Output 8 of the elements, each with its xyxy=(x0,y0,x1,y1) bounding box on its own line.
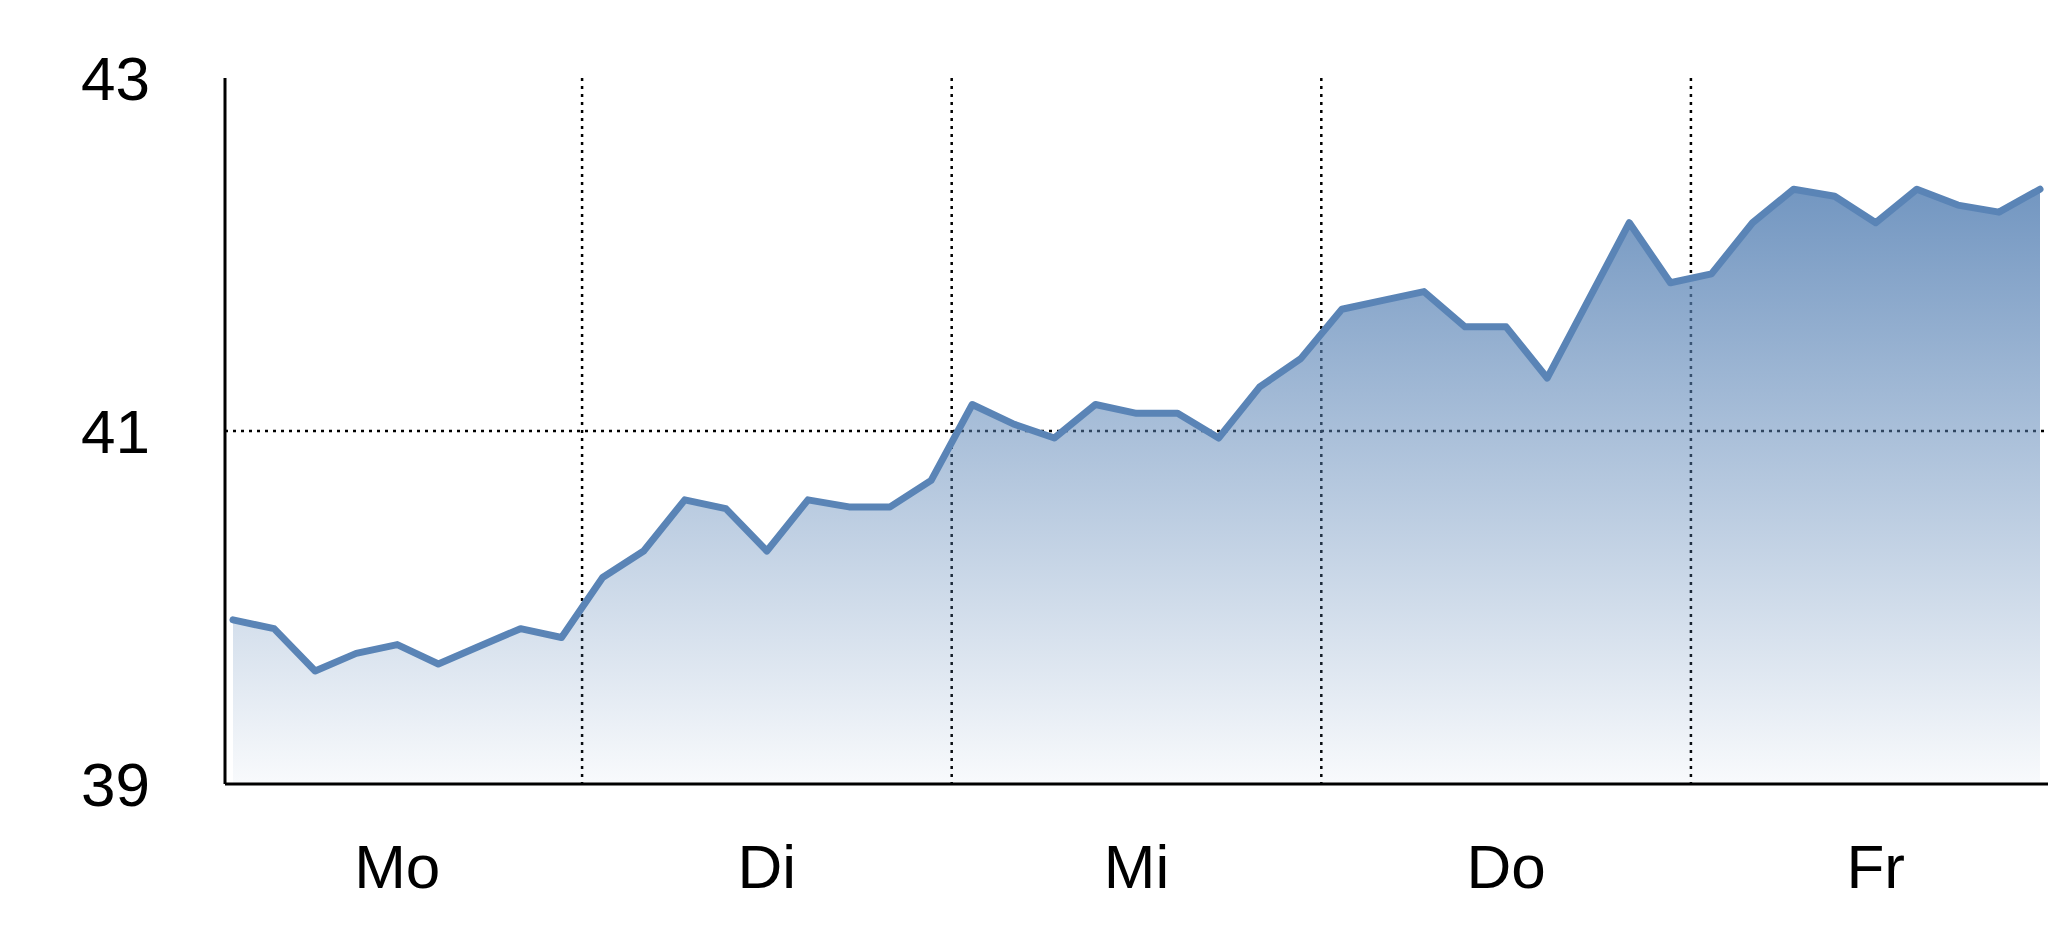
y-tick-label: 43 xyxy=(81,43,150,113)
x-tick-label: Do xyxy=(1466,832,1546,901)
x-tick-label: Mo xyxy=(354,832,441,901)
x-tick-label: Di xyxy=(737,832,797,901)
x-tick-label: Fr xyxy=(1846,832,1905,901)
x-tick-label: Mi xyxy=(1103,832,1170,901)
y-tick-label: 41 xyxy=(81,396,150,466)
y-tick-label: 39 xyxy=(81,749,150,819)
